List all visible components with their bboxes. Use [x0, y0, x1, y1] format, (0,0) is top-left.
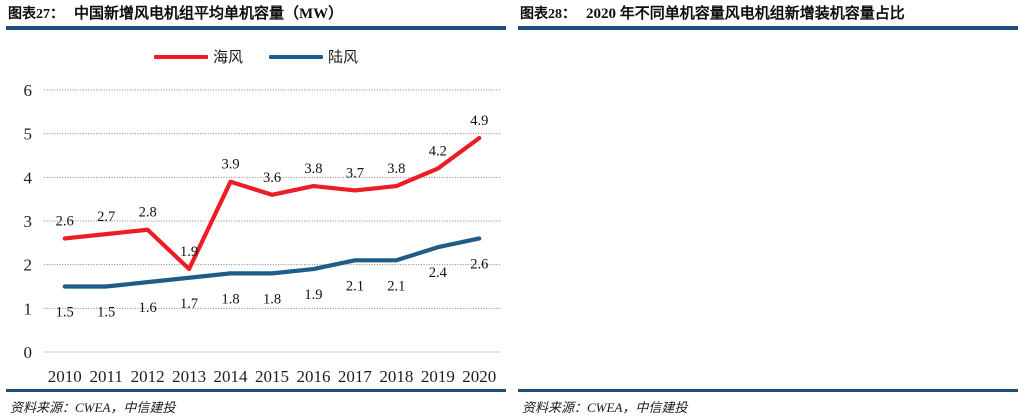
data-label: 2.1 [346, 278, 364, 294]
data-label: 2.7 [97, 209, 115, 225]
y-axis-tick: 0 [24, 343, 33, 362]
legend-item-offshore[interactable]: 海风 [153, 46, 243, 67]
data-label: 3.9 [221, 157, 239, 173]
data-label: 1.7 [180, 296, 198, 312]
x-axis-tick: 2020 [462, 367, 496, 384]
figure-28-bottom-rule [518, 389, 1018, 392]
line-chart: 海风 陆风 0 1 2 3 4 5 6 2010 2011 2012 2013 2014 2015 201… [0, 34, 512, 384]
y-axis-tick: 5 [24, 125, 33, 144]
figure-28-title-text: 2020 年不同单机容量风电机组新增装机容量占比 [586, 6, 905, 22]
data-label: 1.9 [180, 244, 198, 260]
figure-27-source: 资料来源：CWEA，中信建投 [10, 400, 176, 415]
y-axis-tick: 3 [24, 212, 33, 231]
y-axis-tick: 1 [24, 299, 33, 318]
data-label: 3.8 [304, 161, 322, 177]
data-label: 3.6 [263, 170, 281, 186]
x-axis-tick: 2015 [255, 367, 289, 384]
x-axis-tick: 2019 [421, 367, 455, 384]
figure-27-bottom-rule [6, 389, 506, 392]
data-label: 4.9 [470, 113, 488, 129]
legend-label-onshore: 陆风 [328, 50, 359, 66]
x-axis-tick: 2012 [131, 367, 165, 384]
figure-27-top-rule [6, 26, 506, 30]
x-axis-tick: 2014 [214, 367, 249, 384]
figure-28-source: 资料来源：CWEA，中信建投 [522, 400, 688, 415]
y-axis-tick: 4 [24, 168, 33, 187]
line-series [62, 135, 482, 272]
figure-27-panel: 图表27： 中国新增风电机组平均单机容量（MW） 海风 陆风 0 1 2 3 4 5 6 201… [0, 2, 512, 415]
data-label: 4.2 [429, 144, 447, 160]
data-label: 2.6 [56, 213, 74, 229]
data-label: 1.9 [304, 287, 322, 303]
line-chart-legend: 海风 陆风 [0, 46, 512, 67]
figure-28-panel: 图表28：2020 年不同单机容量风电机组新增装机容量占比 61.1%27.8%… [512, 0, 1024, 418]
data-label: 1.6 [139, 300, 157, 316]
line-chart-plot: 0 1 2 3 4 5 6 2010 2011 2012 2013 2014 2015 2016 2017 2… [24, 81, 500, 384]
figure-27-title: 图表27： 中国新增风电机组平均单机容量（MW） [8, 2, 506, 23]
y-axis-tick: 6 [24, 81, 33, 100]
legend-label-offshore: 海风 [212, 50, 243, 66]
x-axis-tick: 2016 [296, 367, 330, 384]
data-label: 3.7 [346, 165, 364, 181]
data-label: 1.5 [56, 305, 74, 321]
figure-27-number: 图表27： [8, 7, 64, 22]
legend-line-onshore [269, 54, 323, 59]
figure-28-top-rule [518, 26, 1018, 30]
x-axis-tick: 2011 [89, 367, 122, 384]
data-label: 3.8 [387, 161, 405, 177]
x-axis-tick: 2010 [48, 367, 82, 384]
data-label: 1.8 [221, 291, 239, 307]
legend-line-offshore [153, 54, 208, 59]
line-series [62, 236, 482, 289]
y-axis-tick: 2 [24, 256, 33, 275]
x-axis-tick: 2017 [338, 367, 373, 384]
x-axis-tick: 2018 [379, 367, 413, 384]
figure-28-number: 图表28： [520, 7, 576, 22]
data-label: 1.5 [97, 305, 115, 321]
data-label: 2.6 [470, 256, 488, 272]
figure-28-title: 图表28： 2020 年不同单机容量风电机组新增装机容量占比 [520, 2, 1018, 23]
data-label: 1.8 [263, 291, 281, 307]
data-label: 2.8 [139, 205, 157, 221]
data-label: 2.4 [429, 265, 448, 281]
x-axis-tick: 2013 [172, 367, 206, 384]
figure-27-title-text: 中国新增风电机组平均单机容量（MW） [74, 6, 344, 22]
legend-item-onshore[interactable]: 陆风 [269, 46, 358, 67]
data-label: 2.1 [387, 278, 405, 294]
